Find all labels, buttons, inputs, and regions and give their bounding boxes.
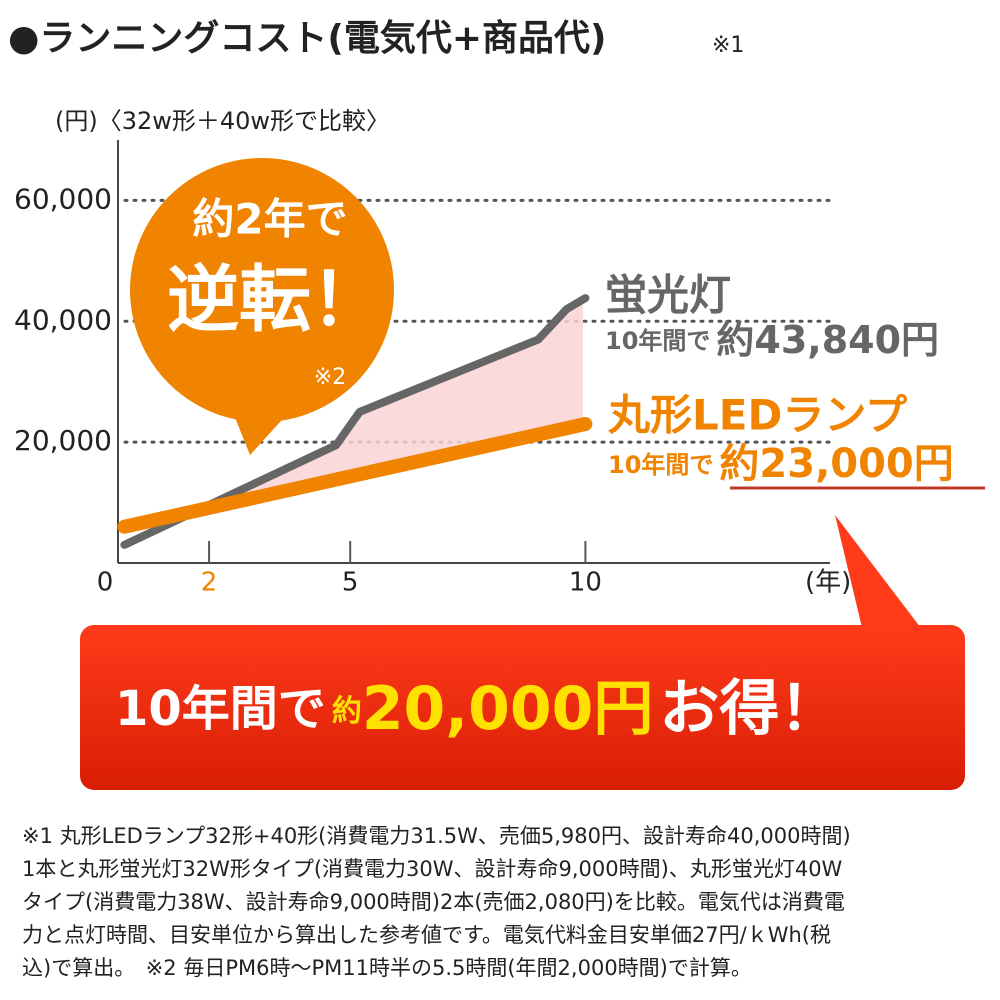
banner-box — [80, 625, 965, 790]
banner-part: 10年間で — [115, 681, 326, 737]
x-label: (年) — [805, 568, 851, 598]
y-tick-label: 20,000 — [14, 424, 112, 457]
title: ●ランニングコスト(電気代+商品代) — [8, 18, 606, 59]
x-tick-label: 5 — [342, 568, 359, 598]
gap-area — [199, 299, 584, 510]
x-tick-label: 0 — [97, 568, 114, 598]
callout-line: 約2年で — [192, 195, 347, 244]
series-note: 10年間で 約23,000円 — [608, 441, 954, 487]
callout-line: 逆転！ — [167, 258, 383, 342]
footnote-line: 力と点灯時間、目安単位から算出した参考値です。電気代料金目安単価27円/ｋWh(… — [22, 923, 831, 947]
note-part: 約23,000円 — [719, 441, 953, 487]
callout-bubble — [130, 158, 394, 422]
footnote-line: 1本と丸形蛍光灯32W形タイプ(消費電力30W、設計寿命9,000時間)、丸形蛍… — [22, 857, 843, 881]
x-tick-label: 2 — [201, 568, 218, 598]
footnote-line: タイプ(消費電力38W、設計寿命9,000時間)2本(売価2,080円)を比較。… — [22, 890, 845, 914]
series-note: 10年間で 約43,840円 — [605, 318, 939, 362]
banner-part: お得！ — [659, 674, 839, 744]
callout: 約2年で 逆転！ ※2 — [130, 158, 394, 455]
y-tick-label: 40,000 — [14, 303, 112, 336]
footnote-line: 込)で算出。 ※2 毎日PM6時～PM11時半の5.5時間(年間2,000時間)… — [22, 956, 752, 980]
series-label: 丸形LEDランプ — [607, 391, 907, 440]
banner-text: 10年間で 約20,000円 お得！ — [115, 674, 839, 744]
note-part: 10年間で — [608, 451, 713, 479]
banner-part: 約 — [332, 694, 362, 729]
y-tick-label: 60,000 — [14, 182, 112, 215]
x-tick-label: 10 — [569, 568, 602, 598]
banner-part: 20,000円 — [362, 674, 654, 744]
series-label: 蛍光灯 — [605, 271, 731, 320]
series-line — [117, 417, 593, 534]
title-note: ※1 — [712, 33, 744, 58]
footnote-line: ※1 丸形LEDランプ32形+40形(消費電力31.5W、売価5,980円、設計… — [22, 824, 851, 848]
banner: 10年間で 約20,000円 お得！ — [80, 515, 965, 790]
callout-note: ※2 — [314, 365, 346, 390]
note-part: 約43,840円 — [716, 318, 939, 362]
note-part: 10年間で — [605, 327, 710, 355]
series-line — [120, 294, 590, 549]
plot: 20,000 40,000 60,000 0 2 5 10 — [14, 140, 832, 598]
footnote: ※1 丸形LEDランプ32形+40形(消費電力31.5W、売価5,980円、設計… — [22, 824, 851, 980]
banner-tail — [835, 515, 930, 640]
y-label: (円)〈32w形＋40w形で比較〉 — [55, 107, 390, 135]
